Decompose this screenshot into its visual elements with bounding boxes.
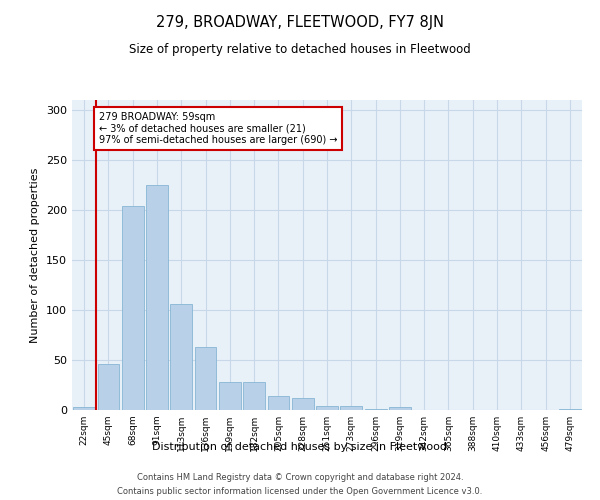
Bar xyxy=(389,407,411,410)
Bar xyxy=(316,406,338,410)
Text: Contains public sector information licensed under the Open Government Licence v3: Contains public sector information licen… xyxy=(118,488,482,496)
Bar xyxy=(243,382,265,410)
Text: 279 BROADWAY: 59sqm
← 3% of detached houses are smaller (21)
97% of semi-detache: 279 BROADWAY: 59sqm ← 3% of detached hou… xyxy=(99,112,337,145)
Bar xyxy=(97,364,119,410)
Bar xyxy=(170,304,192,410)
Bar xyxy=(146,185,168,410)
Text: Size of property relative to detached houses in Fleetwood: Size of property relative to detached ho… xyxy=(129,42,471,56)
Bar xyxy=(219,382,241,410)
Bar xyxy=(122,206,143,410)
Text: Contains HM Land Registry data © Crown copyright and database right 2024.: Contains HM Land Registry data © Crown c… xyxy=(137,472,463,482)
Text: 279, BROADWAY, FLEETWOOD, FY7 8JN: 279, BROADWAY, FLEETWOOD, FY7 8JN xyxy=(156,15,444,30)
Bar xyxy=(194,347,217,410)
Y-axis label: Number of detached properties: Number of detached properties xyxy=(31,168,40,342)
Bar xyxy=(559,409,581,410)
Bar xyxy=(365,409,386,410)
Bar xyxy=(292,398,314,410)
Text: Distribution of detached houses by size in Fleetwood: Distribution of detached houses by size … xyxy=(152,442,448,452)
Bar xyxy=(73,407,95,410)
Bar xyxy=(340,406,362,410)
Bar xyxy=(268,396,289,410)
